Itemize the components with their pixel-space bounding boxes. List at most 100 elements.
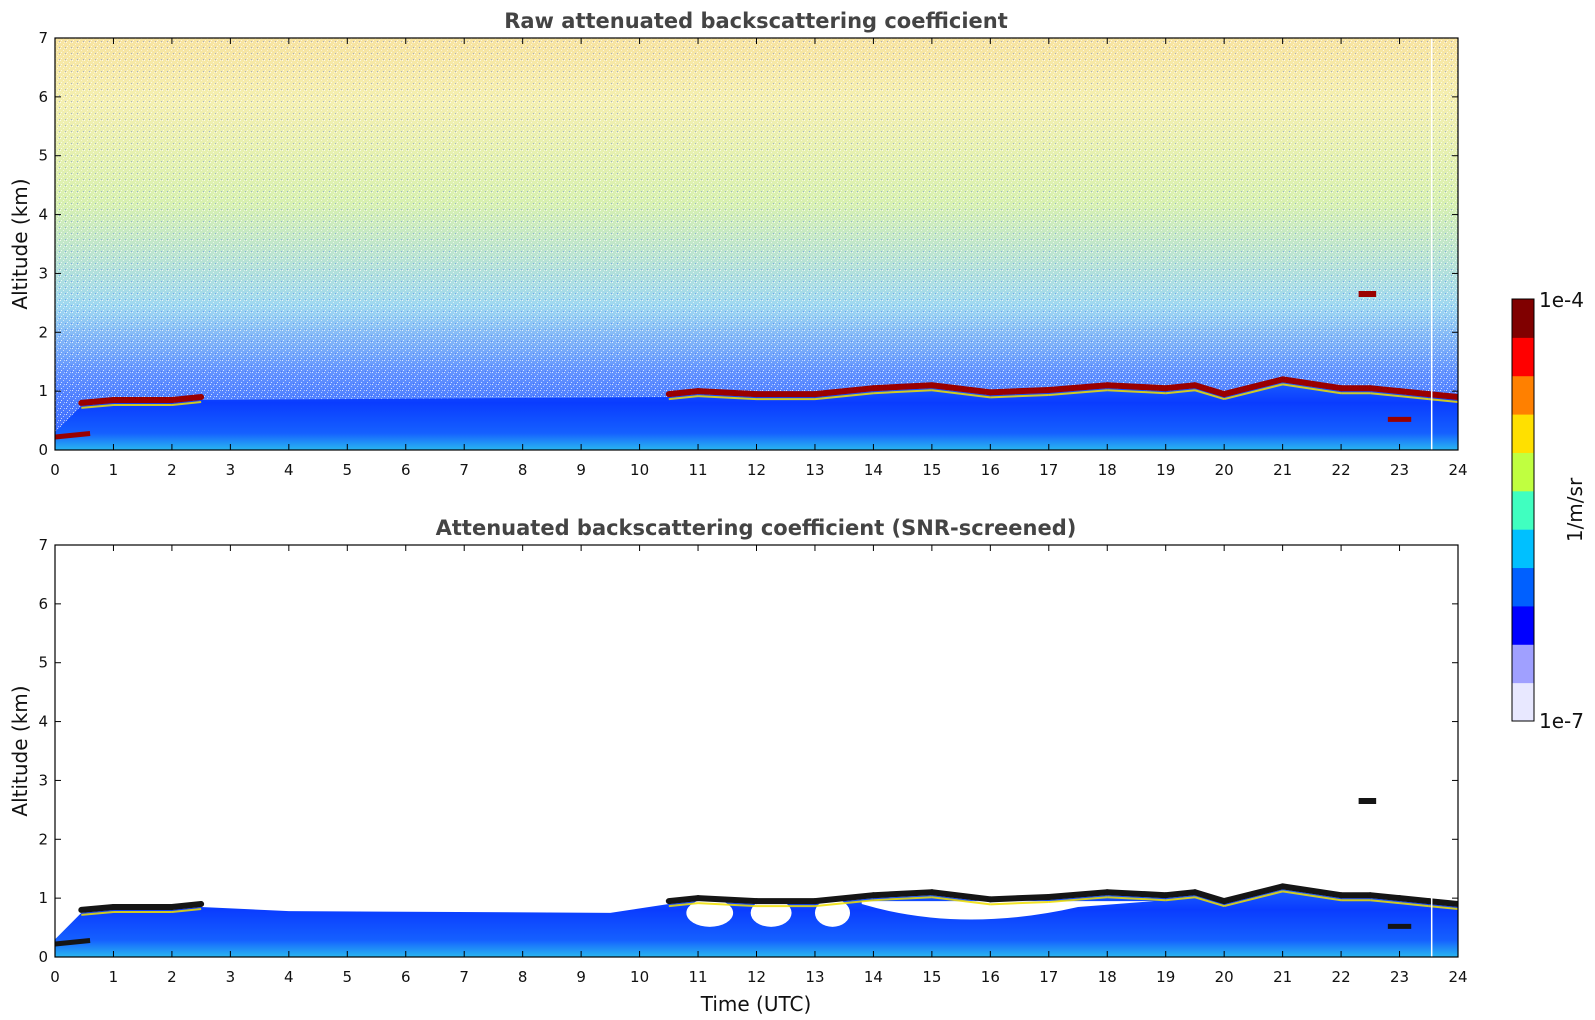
colorbar-min-label: 1e-7 — [1539, 709, 1584, 733]
x-tick-label: 13 — [805, 968, 824, 986]
cloud-layer-segment — [870, 382, 935, 392]
cloud-edge-segment — [1107, 389, 1166, 395]
snr-screened-panel: Attenuated backscattering coefficient (S… — [8, 516, 1468, 1016]
y-axis-label: Altitude (km) — [8, 178, 32, 309]
cloud-layer-segment — [1162, 382, 1198, 392]
colorbar-segment — [1512, 682, 1534, 722]
cloud-edge-segment — [171, 908, 202, 913]
colorbar-frame — [1511, 298, 1535, 722]
screened-gap — [201, 898, 669, 913]
y-tick-label: 7 — [38, 536, 48, 554]
x-tick-label: 23 — [1390, 461, 1409, 479]
aerosol-layer — [55, 382, 1458, 450]
cloud-layer-segment — [665, 895, 702, 905]
cloud-layer-segment — [1279, 376, 1345, 392]
cloud-layer-segment — [1221, 376, 1286, 398]
cloud-edge-segment — [1048, 896, 1108, 903]
x-tick-label: 6 — [401, 968, 411, 986]
cloud-layer-segment — [78, 396, 117, 406]
x-tick-label: 1 — [109, 968, 119, 986]
x-tick-label: 19 — [1156, 968, 1175, 986]
y-tick-label: 7 — [38, 29, 48, 47]
cloud-edge-segment — [1165, 896, 1196, 902]
cloud-edge-segment — [873, 896, 932, 902]
colorbar-segment — [1512, 375, 1534, 415]
x-tick-label: 6 — [401, 461, 411, 479]
cloud-edge-segment — [668, 395, 699, 401]
screened-gap — [861, 901, 1155, 920]
cloud-edge-segment — [171, 401, 202, 406]
colorbar-segment — [1512, 414, 1534, 453]
cloud-layer-segment — [811, 892, 877, 905]
cloud-edge-segment — [1194, 389, 1225, 401]
colorbar-segment — [1512, 299, 1534, 338]
x-tick-label: 21 — [1273, 968, 1292, 986]
y-tick-label: 5 — [38, 654, 48, 672]
colorbar: 1e-4 1e-7 1/m/sr — [1511, 288, 1587, 733]
cloud-edge-segment — [1399, 395, 1429, 401]
x-tick-label: 11 — [688, 461, 707, 479]
x-axis-label: Time (UTC) — [700, 992, 812, 1016]
cloud-edge-segment — [1282, 383, 1342, 395]
cloud-layer-segment — [1367, 892, 1403, 902]
cloud-layer-segment — [1191, 382, 1228, 398]
cloud-layer-segment — [168, 394, 205, 403]
x-tick-label: 10 — [630, 461, 649, 479]
x-tick-label: 5 — [343, 968, 353, 986]
x-tick-label: 14 — [864, 461, 883, 479]
cloud-layer-segment — [695, 895, 760, 905]
cloud-edge-segment — [1428, 905, 1458, 911]
cloud-edge-segment — [1223, 890, 1283, 908]
x-tick-label: 18 — [1098, 461, 1117, 479]
cloud-edge-segment — [1370, 899, 1400, 905]
cloud-layer-segment — [1279, 883, 1345, 899]
x-tick-label: 20 — [1215, 968, 1234, 986]
raw-backscatter-panel: Raw attenuated backscattering coefficien… — [8, 9, 1468, 479]
x-tick-label: 21 — [1273, 461, 1292, 479]
cloud-edge-segment — [1194, 896, 1225, 908]
cloud-layer-segment — [987, 386, 1052, 396]
x-tick-label: 23 — [1390, 968, 1409, 986]
cloud-layer-segment — [1104, 889, 1169, 899]
heatmap-plot-area — [55, 545, 1458, 957]
y-tick-label: 5 — [38, 147, 48, 165]
x-tick-label: 15 — [922, 461, 941, 479]
x-axis: 0 1 2 3 4 5 6 7 8 9 10 11 12 13 14 15 16 17 18 19 20 21 22 23 24 — [50, 38, 1468, 479]
x-tick-label: 14 — [864, 968, 883, 986]
cloud-edge-segment — [1107, 896, 1166, 902]
colorbar-segment — [1512, 452, 1534, 492]
y-tick-label: 0 — [38, 948, 48, 966]
y-tick-label: 3 — [38, 264, 48, 282]
colorbar-segment — [1512, 529, 1534, 569]
cloud-layer-segment — [1104, 382, 1169, 392]
x-tick-label: 9 — [576, 461, 586, 479]
cloud-edge-segment — [1428, 398, 1458, 404]
x-tick-label: 4 — [284, 461, 294, 479]
cloud-edge-segment — [1165, 389, 1196, 395]
y-axis: 0 1 2 3 4 5 6 7 — [38, 536, 1458, 966]
cloud-edge-segment — [990, 393, 1049, 399]
y-axis-label: Altitude (km) — [8, 685, 32, 816]
x-tick-label: 3 — [226, 968, 236, 986]
cloud-layer-segment — [987, 893, 1052, 903]
y-tick-label: 2 — [38, 323, 48, 341]
cloud-edge-segment — [1399, 902, 1429, 908]
y-tick-label: 6 — [38, 88, 48, 106]
cloud-edge-segment — [814, 392, 874, 401]
x-tick-label: 13 — [805, 461, 824, 479]
y-tick-label: 1 — [38, 382, 48, 400]
colorbar-segment — [1512, 644, 1534, 684]
x-tick-label: 0 — [50, 968, 60, 986]
x-tick-label: 19 — [1156, 461, 1175, 479]
x-tick-label: 16 — [981, 968, 1000, 986]
cloud-edge-segment — [1048, 389, 1108, 396]
cloud-edge-segment — [697, 395, 757, 401]
cloud-edge-segment — [931, 389, 991, 399]
x-tick-label: 11 — [688, 968, 707, 986]
x-tick-label: 15 — [922, 968, 941, 986]
cloud-layer-segment — [1045, 382, 1111, 393]
x-tick-label: 10 — [630, 968, 649, 986]
cloud-layer-segment — [168, 901, 205, 910]
y-axis: 0 1 2 3 4 5 6 7 — [38, 29, 1458, 459]
